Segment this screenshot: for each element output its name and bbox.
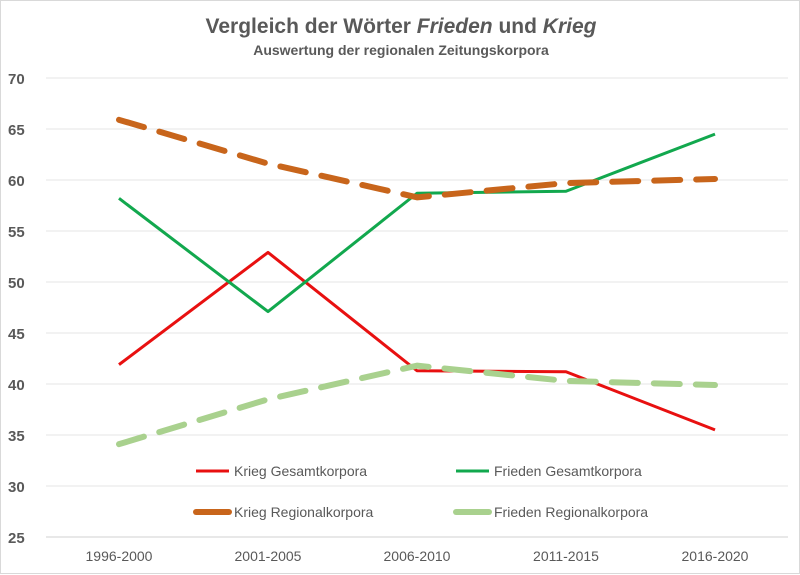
y-tick-label: 30 xyxy=(8,479,25,496)
chart-title: Vergleich der Wörter Frieden und Krieg xyxy=(206,15,597,38)
x-tick-label: 2016-2020 xyxy=(682,548,749,564)
y-tick-label: 45 xyxy=(8,326,25,343)
legend-label: Krieg Gesamtkorpora xyxy=(234,463,367,479)
y-tick-label: 50 xyxy=(8,275,25,292)
x-tick-label: 2006-2010 xyxy=(384,548,451,564)
y-tick-label: 70 xyxy=(8,71,25,88)
series-line-1 xyxy=(119,252,715,429)
x-tick-label: 2001-2005 xyxy=(235,548,302,564)
legend-label: Frieden Regionalkorpora xyxy=(494,504,648,520)
y-tick-label: 25 xyxy=(8,530,25,547)
x-tick-label: 2011-2015 xyxy=(533,548,599,564)
y-tick-label: 65 xyxy=(8,122,25,139)
y-tick-label: 60 xyxy=(8,173,25,190)
series-line-4 xyxy=(119,366,715,445)
series-line-2 xyxy=(119,134,715,311)
series-line-3 xyxy=(119,120,715,198)
y-tick-label: 55 xyxy=(8,224,25,241)
legend-label: Frieden Gesamtkorpora xyxy=(494,463,642,479)
x-tick-label: 1996-2000 xyxy=(86,548,153,564)
y-tick-label: 40 xyxy=(8,377,25,394)
legend-label: Krieg Regionalkorpora xyxy=(234,504,374,520)
y-tick-label: 35 xyxy=(8,428,25,445)
chart-subtitle: Auswertung der regionalen Zeitungskorpor… xyxy=(253,42,549,58)
